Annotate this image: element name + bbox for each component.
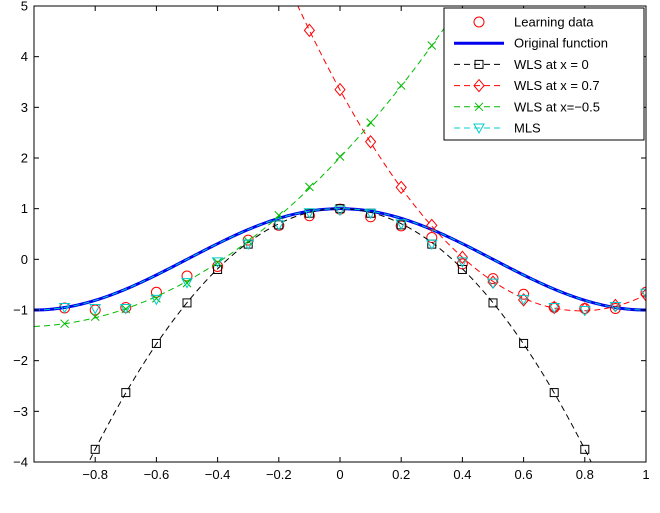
data-point (334, 82, 346, 97)
data-point (89, 304, 101, 316)
data-point (89, 303, 102, 315)
legend-marker (474, 102, 484, 112)
legend-entry: WLS at x=−0.5 (454, 99, 600, 114)
data-point (549, 388, 559, 398)
data-point (272, 220, 285, 231)
legend-entry: Original function (454, 36, 608, 51)
data-point (90, 312, 100, 321)
data-point (519, 338, 529, 348)
data-point (364, 208, 377, 220)
data-point (548, 302, 561, 314)
series-mls (34, 205, 646, 317)
series-wls-at-x-0-5 (34, 19, 451, 329)
y-tick-label: 3 (21, 100, 28, 115)
legend-marker (474, 59, 484, 69)
y-tick-label: 1 (21, 201, 28, 216)
legend-entry: WLS at x = 0 (454, 57, 589, 72)
data-point (213, 264, 223, 274)
data-point (426, 218, 438, 233)
legend-label: Original function (514, 36, 608, 51)
y-tick-label: −3 (13, 404, 28, 419)
data-point (211, 257, 224, 268)
data-point (274, 210, 284, 220)
data-point (580, 444, 590, 454)
data-point (364, 135, 377, 149)
data-point (578, 306, 591, 317)
legend-marker (473, 78, 485, 93)
data-point (150, 294, 163, 306)
x-tick-label: −0.2 (266, 467, 292, 482)
y-tick-label: −2 (13, 353, 28, 368)
y-tick-label: 4 (21, 49, 28, 64)
data-point (334, 205, 346, 217)
data-point (517, 294, 530, 306)
data-point (303, 208, 316, 219)
y-tick-label: −1 (13, 303, 28, 318)
data-point (488, 298, 498, 308)
legend-entry: Learning data (473, 15, 594, 30)
x-tick-label: −0.6 (144, 467, 170, 482)
x-tick-label: 1 (642, 467, 649, 482)
data-point (121, 304, 131, 314)
data-point (456, 250, 469, 265)
series-line (34, 19, 451, 327)
data-point (487, 278, 499, 290)
legend-label: WLS at x = 0 (514, 57, 589, 72)
data-point (425, 239, 438, 251)
legend-label: WLS at x = 0.7 (514, 78, 600, 93)
data-point (487, 273, 499, 285)
legend: Learning data Original function WLS at x =… (443, 7, 645, 141)
data-point (335, 152, 345, 161)
data-point (121, 388, 131, 398)
y-tick-label: 2 (21, 151, 28, 166)
x-tick-label: 0.2 (392, 467, 410, 482)
legend-label: Learning data (514, 15, 594, 30)
data-point (395, 219, 408, 230)
data-point (366, 118, 375, 127)
data-point (150, 286, 162, 298)
data-point (242, 239, 255, 251)
x-tick-label: −0.8 (82, 467, 108, 482)
legend-entry: MLS (454, 121, 541, 136)
legend-marker (473, 16, 485, 28)
legend-box (443, 7, 645, 141)
data-point (181, 278, 193, 289)
x-tick-label: 0 (336, 467, 343, 482)
data-point (640, 286, 646, 298)
series-line (34, 208, 646, 311)
x-tick-label: 0.6 (515, 467, 533, 482)
data-point (119, 303, 132, 315)
y-tick-label: 0 (21, 252, 28, 267)
data-point (456, 257, 469, 268)
data-point (58, 302, 71, 314)
data-point (151, 338, 161, 348)
data-point (182, 298, 192, 308)
data-point (60, 319, 69, 329)
legend-label: MLS (514, 121, 541, 136)
data-point (303, 23, 316, 38)
data-point (427, 41, 437, 50)
data-point (518, 288, 530, 300)
data-point (90, 444, 100, 454)
legend-label: WLS at x=−0.5 (514, 99, 600, 114)
data-point (213, 258, 222, 267)
data-point (640, 288, 646, 300)
y-tick-label: 5 (21, 0, 28, 14)
series-layer (34, 6, 646, 462)
data-point (395, 180, 407, 195)
data-point (609, 301, 622, 313)
ticks-layer: −0.8 −0.6 −0.4 −0.2 0 0.2 0.4 0.6 0.8 1 −4 −3 −2 −1 0 1… (13, 0, 649, 482)
data-point (305, 182, 314, 192)
data-point (396, 81, 406, 90)
legend-marker (473, 123, 485, 135)
x-tick-label: −0.4 (205, 467, 231, 482)
series-line (297, 6, 646, 312)
data-point (182, 278, 192, 288)
data-point (457, 264, 467, 274)
x-tick-label: 0.8 (576, 467, 594, 482)
x-tick-label: 0.4 (453, 467, 471, 482)
y-tick-label: −4 (13, 455, 28, 470)
legend-entry: WLS at x = 0.7 (454, 78, 600, 93)
